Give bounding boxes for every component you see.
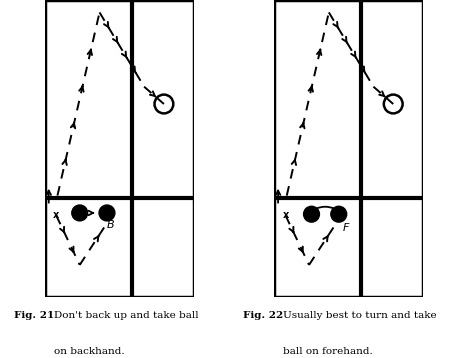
Text: F: F <box>343 223 350 233</box>
Text: x: x <box>282 211 289 221</box>
Text: Fig. 21: Fig. 21 <box>14 311 54 320</box>
Circle shape <box>331 206 347 222</box>
Circle shape <box>99 205 115 221</box>
Text: Usually best to turn and take: Usually best to turn and take <box>283 311 437 320</box>
Circle shape <box>72 205 88 221</box>
Text: Don't back up and take ball: Don't back up and take ball <box>54 311 198 320</box>
Text: Fig. 22: Fig. 22 <box>243 311 284 320</box>
Circle shape <box>304 206 320 222</box>
Text: on backhand.: on backhand. <box>54 347 124 356</box>
Text: ball on forehand.: ball on forehand. <box>283 347 373 356</box>
Text: x: x <box>53 211 59 221</box>
Text: B: B <box>107 220 115 230</box>
